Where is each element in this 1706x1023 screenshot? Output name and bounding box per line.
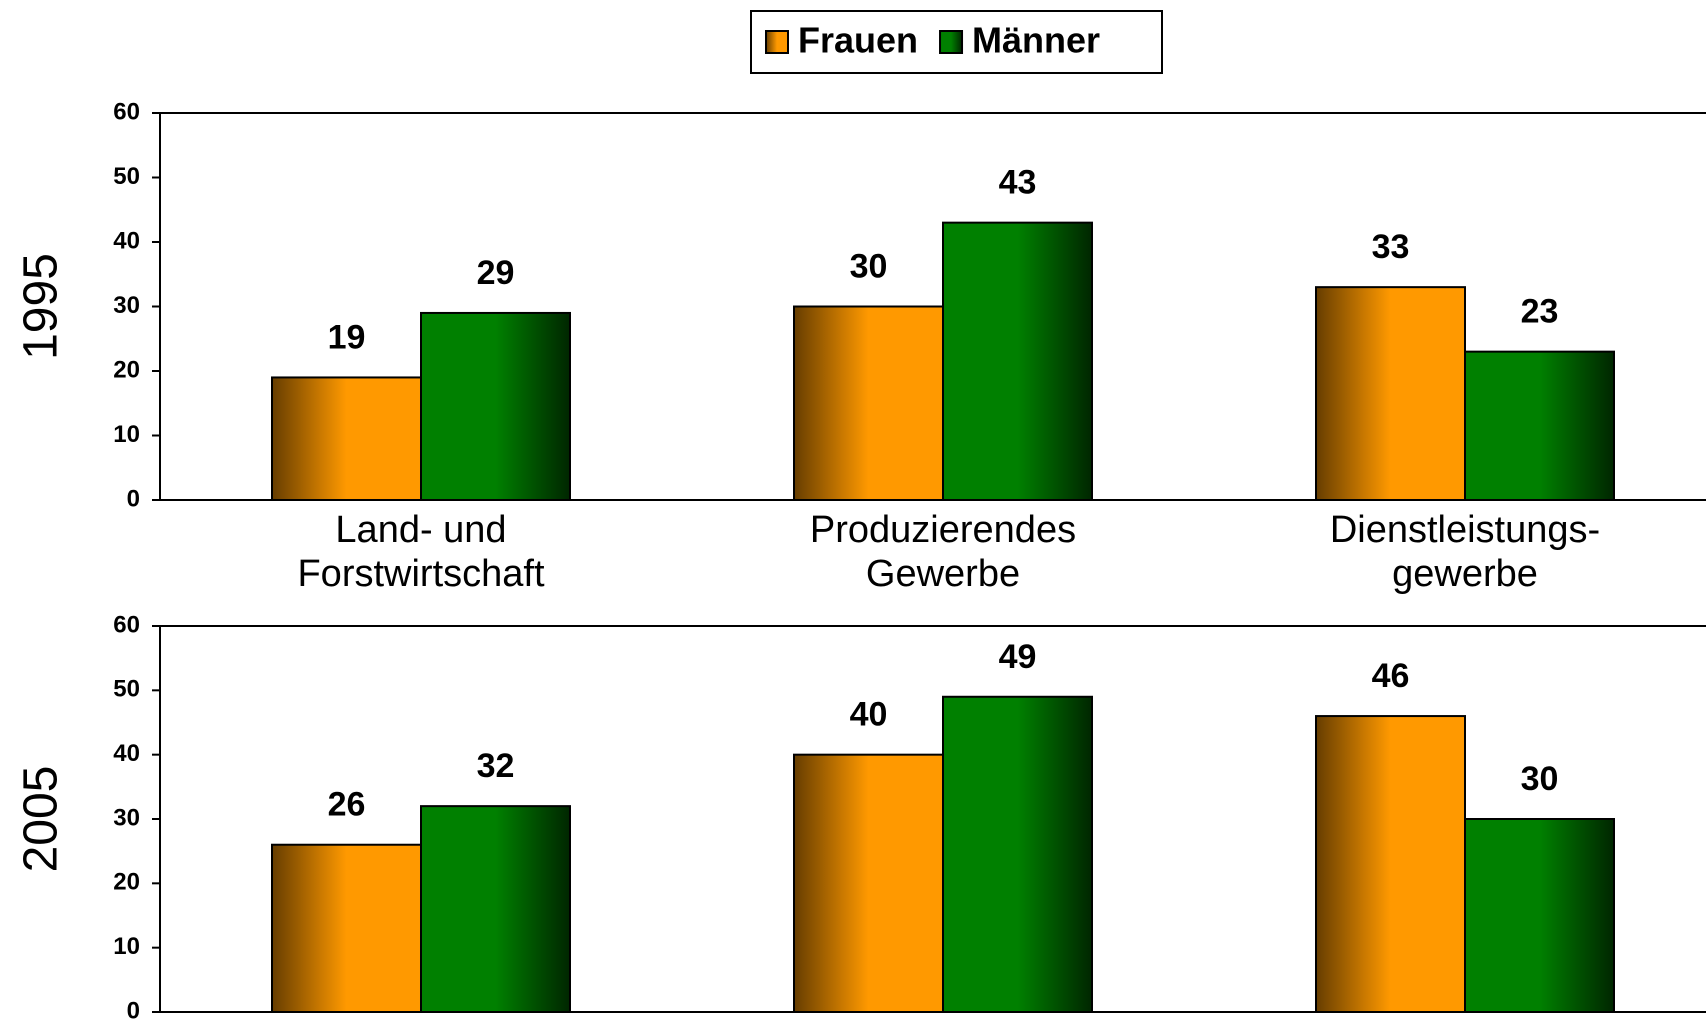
value-label: 46 [1372, 657, 1410, 695]
y-tick-label: 10 [113, 421, 140, 448]
y-tick-label: 40 [113, 740, 140, 767]
y-axis-label: 2005 [15, 766, 68, 873]
bar [1315, 286, 1466, 501]
legend-swatch [939, 30, 964, 54]
value-label: 49 [999, 638, 1037, 676]
legend-label: Frauen [798, 20, 918, 61]
value-label: 40 [850, 696, 888, 734]
y-tick-label: 30 [113, 804, 140, 831]
y-tick-label: 0 [127, 485, 140, 512]
value-label: 32 [477, 747, 515, 785]
y-tick-label: 30 [113, 292, 140, 319]
bar [271, 376, 422, 502]
value-label: 23 [1521, 293, 1559, 331]
y-tick-label: 60 [113, 611, 140, 638]
y-tick-label: 0 [127, 997, 140, 1023]
bar [793, 305, 944, 501]
bar [793, 753, 944, 1014]
x-tick-label: Produzierendes Gewerbe [809, 509, 1077, 595]
bar [1464, 350, 1615, 501]
y-tick-label: 20 [113, 869, 140, 896]
bar [420, 311, 571, 502]
value-label: 30 [1521, 760, 1559, 798]
legend-label: Männer [972, 20, 1100, 61]
value-label: 26 [328, 786, 366, 824]
value-label: 43 [999, 164, 1037, 202]
value-label: 30 [850, 247, 888, 285]
value-label: 19 [328, 318, 366, 356]
legend: Frauen Männer [750, 10, 1163, 74]
y-tick-label: 60 [113, 98, 140, 125]
value-label: 33 [1372, 228, 1410, 266]
y-tick-label: 10 [113, 933, 140, 960]
bar [942, 221, 1093, 501]
y-tick-label: 40 [113, 227, 140, 254]
value-label: 29 [477, 254, 515, 292]
x-tick-label: Land- und Forstwirtschaft [297, 509, 545, 595]
legend-swatch [765, 30, 789, 54]
bar [942, 695, 1093, 1013]
y-tick-label: 20 [113, 356, 140, 383]
bar [1464, 818, 1615, 1013]
bar [420, 805, 571, 1014]
bar [1315, 715, 1466, 1013]
y-axis-label: 1995 [15, 253, 68, 360]
bar [271, 843, 422, 1013]
x-tick-label: Dienstleistungs- gewerbe [1329, 509, 1601, 595]
y-tick-label: 50 [113, 163, 140, 190]
y-tick-label: 50 [113, 676, 140, 703]
